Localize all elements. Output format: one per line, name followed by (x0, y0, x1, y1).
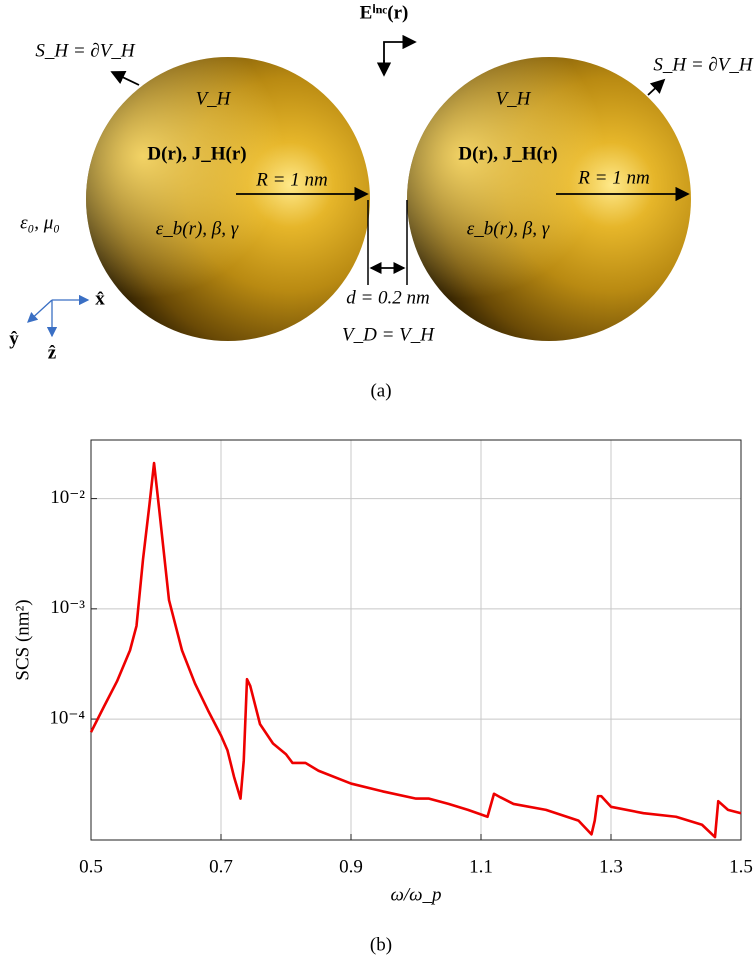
x-tick-label: 0.7 (209, 856, 233, 877)
volume-label: V_H (496, 88, 532, 109)
x-tick-label: 1.3 (599, 856, 623, 877)
domain-label: V_D = V_H (342, 324, 435, 345)
axis-y-arrow (27, 299, 53, 323)
axis-label: ẑ (48, 342, 57, 363)
material-label: ε_b(r), β, γ (467, 218, 550, 239)
polarization-arrow (383, 34, 417, 68)
y-tick-label: 10⁻⁴ (49, 707, 85, 728)
data-line (89, 461, 742, 839)
volume-label: V_H (196, 88, 232, 109)
fields-label: D(r), J_H(r) (147, 143, 246, 164)
x-tick-label: 0.9 (339, 856, 363, 877)
sphere-right-shine (407, 57, 691, 341)
y-tick-label: 10⁻² (50, 487, 85, 508)
x-tick-label: 1.5 (729, 856, 753, 877)
y-tick-label: 10⁻³ (50, 597, 85, 618)
x-tick-label: 0.5 (79, 856, 103, 877)
material-label: ε_b(r), β, γ (156, 218, 239, 239)
y-axis-label: SCS (nm²) (12, 599, 33, 680)
gap-label: d = 0.2 nm (346, 287, 430, 308)
surface-label: S_H = ∂V_H (35, 40, 136, 61)
sphere-left-shine (86, 57, 370, 341)
radius-label: R = 1 nm (255, 169, 327, 190)
incident-field: Eⁱⁿᶜ(r) (360, 2, 409, 23)
fields-label: D(r), J_H(r) (458, 143, 557, 164)
axis-label: x̂ (95, 288, 105, 309)
x-axis-label: ω/ω_p (390, 884, 441, 905)
axis-label: ŷ (9, 328, 19, 349)
caption: (b) (370, 934, 392, 955)
plot-area (91, 440, 741, 840)
caption: (a) (370, 380, 391, 401)
normal-arrow (110, 70, 140, 86)
surface-label: S_H = ∂V_H (653, 54, 754, 75)
normal-arrow (647, 78, 666, 96)
plot-frame (90, 439, 742, 841)
radius-label: R = 1 nm (577, 167, 649, 188)
x-tick-label: 1.1 (469, 856, 493, 877)
chart: 0.5 0.7 0.9 1.1 1.3 1.5 10⁻⁴ 10⁻³ 10⁻² (49, 439, 753, 877)
background-label: ε₀, μ₀ (20, 212, 60, 233)
